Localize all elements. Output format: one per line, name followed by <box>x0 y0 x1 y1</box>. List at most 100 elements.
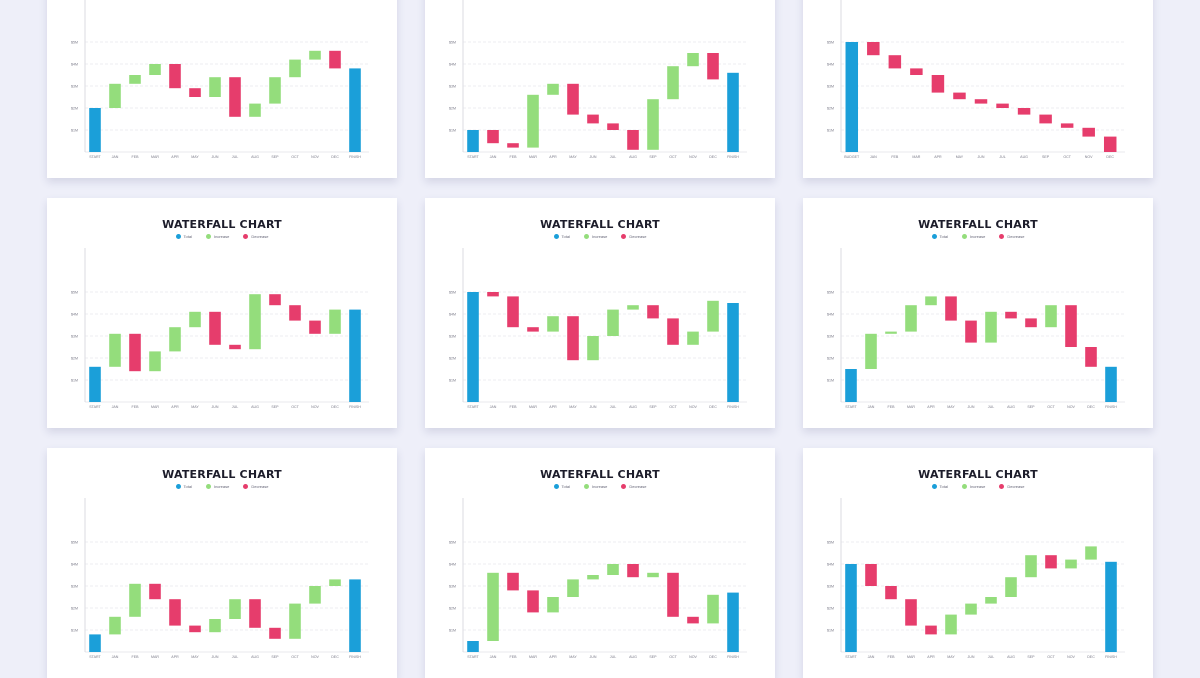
x-tick-label: OCT <box>1047 655 1055 659</box>
x-tick-label: NOV <box>1085 155 1093 159</box>
legend-label: Decrease <box>251 484 269 489</box>
total-bar <box>89 634 101 652</box>
increase-bar <box>547 83 559 95</box>
x-tick-label: FEB <box>510 405 518 409</box>
decrease-bar <box>1085 347 1097 367</box>
y-tick-label: $3M <box>71 584 78 588</box>
x-tick-label: NOV <box>689 405 697 409</box>
x-tick-label: DEC <box>709 155 717 159</box>
decrease-bar <box>905 599 917 626</box>
legend-item: Decrease <box>621 234 646 239</box>
y-tick-label: $1M <box>827 128 834 132</box>
total-bar <box>349 309 361 402</box>
x-tick-label: JAN <box>490 405 497 409</box>
x-tick-label: SEP <box>1042 155 1050 159</box>
y-tick-label: $3M <box>827 84 834 88</box>
legend-item: Total <box>553 234 570 239</box>
x-tick-label: JUN <box>212 405 219 409</box>
y-tick-label: $5M <box>827 290 834 294</box>
x-tick-label: JUL <box>610 155 616 159</box>
x-tick-label: JUN <box>590 405 597 409</box>
x-tick-label: START <box>89 155 101 159</box>
total-bar <box>727 72 739 152</box>
chart-legend: Total Increase Decrease <box>803 234 1153 239</box>
x-tick-label: NOV <box>311 155 319 159</box>
legend-swatch <box>243 484 249 489</box>
x-tick-label: OCT <box>669 155 677 159</box>
legend-swatch <box>175 234 181 239</box>
x-tick-label: JAN <box>490 655 497 659</box>
decrease-bar <box>865 564 877 586</box>
x-tick-label: JUN <box>590 155 597 159</box>
waterfall-chart: $1M $2M $3M $4M $5M START JAN FEB MAR APR MAY JUN JU… <box>71 0 369 159</box>
x-tick-label: JUL <box>988 405 994 409</box>
x-tick-label: DEC <box>331 155 339 159</box>
x-tick-label: AUG <box>251 405 259 409</box>
legend-swatch <box>621 234 627 239</box>
x-tick-label: APR <box>549 405 557 409</box>
increase-bar <box>289 59 301 78</box>
increase-bar <box>885 331 897 334</box>
legend-item: Decrease <box>243 484 268 489</box>
legend-item: Increase <box>583 484 607 489</box>
legend-label: Decrease <box>251 234 269 239</box>
y-tick-label: $5M <box>449 290 456 294</box>
legend-item: Total <box>931 234 948 239</box>
legend-swatch <box>205 234 211 239</box>
legend-label: Decrease <box>629 234 647 239</box>
x-tick-label: MAR <box>529 655 537 659</box>
increase-bar <box>109 333 121 367</box>
x-tick-label: MAY <box>956 155 964 159</box>
x-tick-label: DEC <box>1087 655 1095 659</box>
x-tick-label: SEP <box>271 655 279 659</box>
increase-bar <box>169 327 181 352</box>
decrease-bar <box>1103 136 1117 152</box>
y-tick-label: $3M <box>827 334 834 338</box>
increase-bar <box>1025 555 1037 578</box>
x-tick-label: APR <box>934 155 942 159</box>
increase-bar <box>985 311 997 343</box>
increase-bar <box>945 614 957 635</box>
increase-bar <box>329 579 341 586</box>
decrease-bar <box>169 599 181 626</box>
x-tick-label: JAN <box>490 155 497 159</box>
legend-label: Total <box>183 234 192 239</box>
legend-item: Increase <box>205 234 230 239</box>
increase-bar <box>607 309 619 336</box>
x-tick-label: OCT <box>669 655 677 659</box>
legend-swatch <box>553 484 559 489</box>
legend-swatch <box>205 484 211 489</box>
x-tick-label: FINISH <box>727 655 739 659</box>
increase-bar <box>607 564 619 575</box>
x-tick-label: MAY <box>947 405 955 409</box>
x-tick-label: MAR <box>907 655 915 659</box>
decrease-bar <box>667 572 679 617</box>
chart-card: WATERFALL CHART Total Increase Decrease $1M $… <box>425 198 775 428</box>
decrease-bar <box>1065 305 1077 347</box>
increase-bar <box>647 99 659 150</box>
waterfall-chart: $1M $2M $3M $4M $5M START JAN FEB MAR APR MAY JUN JU… <box>449 0 747 159</box>
y-tick-label: $2M <box>71 356 78 360</box>
increase-bar <box>707 594 719 624</box>
decrease-bar <box>1060 123 1074 128</box>
total-bar <box>89 108 101 152</box>
chart-title: WATERFALL CHART <box>540 218 660 231</box>
x-tick-label: AUG <box>251 155 259 159</box>
waterfall-chart: $1M $2M $3M $4M $5M START JAN FEB MAR APR MAY JUN JU… <box>71 498 369 659</box>
legend-label: Decrease <box>1007 484 1025 489</box>
x-tick-label: START <box>89 655 101 659</box>
increase-bar <box>547 597 559 613</box>
increase-bar <box>687 331 699 345</box>
x-tick-label: JAN <box>868 405 875 409</box>
x-tick-label: MAR <box>151 405 159 409</box>
legend-label: Total <box>561 484 570 489</box>
legend-item: Decrease <box>243 234 268 239</box>
x-tick-label: APR <box>171 155 179 159</box>
legend-label: Increase <box>213 234 230 239</box>
legend-swatch <box>553 234 559 239</box>
x-tick-label: SEP <box>1027 405 1035 409</box>
x-tick-label: FINISH <box>727 405 739 409</box>
x-tick-label: SEP <box>1027 655 1035 659</box>
x-tick-label: FINISH <box>349 405 361 409</box>
y-tick-label: $4M <box>827 562 834 566</box>
